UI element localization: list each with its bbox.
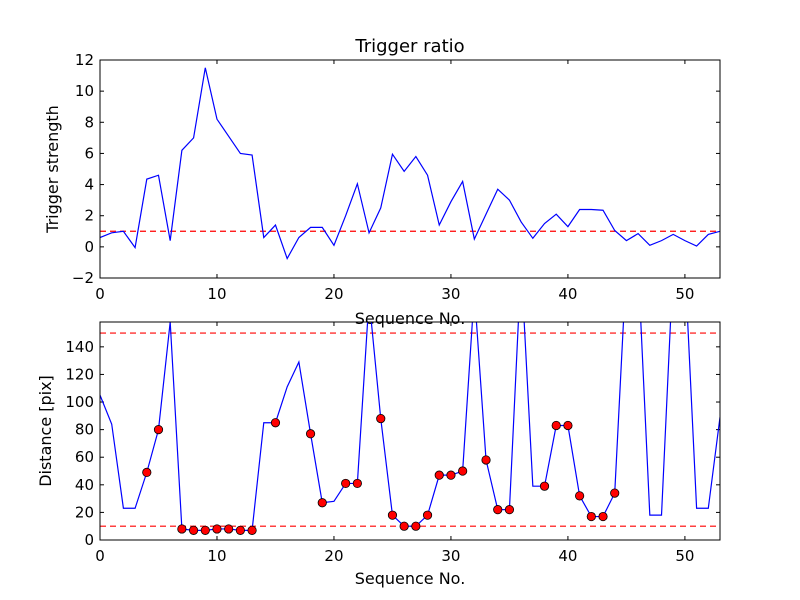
data-point-marker [504,505,515,515]
data-point-marker [493,505,503,515]
data-point-marker [188,525,199,535]
x-tick-label: 20 [324,285,343,303]
data-point-marker [563,420,573,431]
y-tick-label: 8 [84,113,94,131]
x-tick-label: 0 [95,547,105,565]
data-point-marker [352,478,362,489]
y-tick-label: 60 [75,448,94,466]
y-tick-label: 20 [75,503,94,521]
data-point-marker [610,488,620,498]
y-tick-label: 40 [75,476,94,494]
data-point-marker [341,478,351,489]
x-tick-label: 40 [558,547,577,565]
data-point-marker [598,511,608,522]
y-tick-label: 120 [65,365,94,383]
data-point-marker [317,498,327,508]
data-point-marker [434,470,444,480]
data-point-marker [387,510,398,520]
x-tick-labels: 0 10 20 30 40 50 [95,60,694,303]
x-tick-label: 0 [95,285,105,303]
y-tick-label: 0 [84,238,94,256]
y-tick-label: 80 [75,421,94,439]
x-axis-label: Sequence No. [355,309,466,328]
data-point-marker [481,455,491,465]
y-tick-label: 100 [65,393,94,411]
plot-area [100,322,720,535]
data-point-marker [142,467,152,477]
y-tick-label: 0 [84,531,94,549]
x-tick-label: 30 [441,285,460,303]
x-axis-label: Sequence No. [355,569,466,588]
data-point-marker [422,510,433,520]
x-tick-label: 10 [207,547,226,565]
data-point-marker [212,524,222,534]
x-tick-labels: 0 10 20 30 40 50 [95,322,694,565]
y-tick-label: 4 [84,176,94,194]
chart-title: Trigger ratio [354,36,464,57]
y-axis-label: Distance [pix] [36,375,55,487]
data-point-marker [270,418,281,428]
y-tick-labels: 0 20 40 60 80 100 120 140 [65,338,720,549]
data-point-marker [586,511,596,522]
data-point-marker [539,481,550,491]
data-point-marker [247,525,257,535]
x-tick-label: 30 [441,547,460,565]
x-tick-label: 50 [675,285,694,303]
data-point-marker [551,420,561,431]
data-point-marker [305,429,316,439]
data-point-marker [177,524,187,534]
y-axis-label: Trigger strength [43,105,62,234]
data-point-marker [235,525,245,535]
y-tick-label: 6 [84,144,94,162]
data-point-marker [458,466,468,476]
series-line [100,322,720,531]
y-tick-labels: −2 0 2 4 6 8 10 12 [72,51,720,287]
y-tick-label: 10 [75,82,94,100]
data-point-marker [200,525,210,535]
series-line [100,67,720,260]
distance-subplot: 0 20 40 60 80 100 120 140 0 10 20 30 40 50 Sequence … [36,321,721,588]
y-tick-label: 2 [84,207,94,225]
data-point-marker [399,521,409,531]
x-tick-label: 20 [324,547,343,565]
data-point-marker [575,491,585,501]
data-point-marker [376,413,386,424]
axes-frame [99,321,721,541]
plot-area [100,67,720,260]
x-tick-label: 10 [207,285,226,303]
x-tick-label: 40 [558,285,577,303]
axes-frame [99,59,721,279]
data-point-marker [224,524,234,534]
data-point-marker [446,470,456,480]
y-tick-label: 12 [75,51,94,69]
data-point-marker [411,521,421,531]
data-point-marker [153,425,164,435]
y-tick-label: −2 [72,269,94,287]
y-tick-label: 140 [65,338,94,356]
x-tick-label: 50 [675,547,694,565]
